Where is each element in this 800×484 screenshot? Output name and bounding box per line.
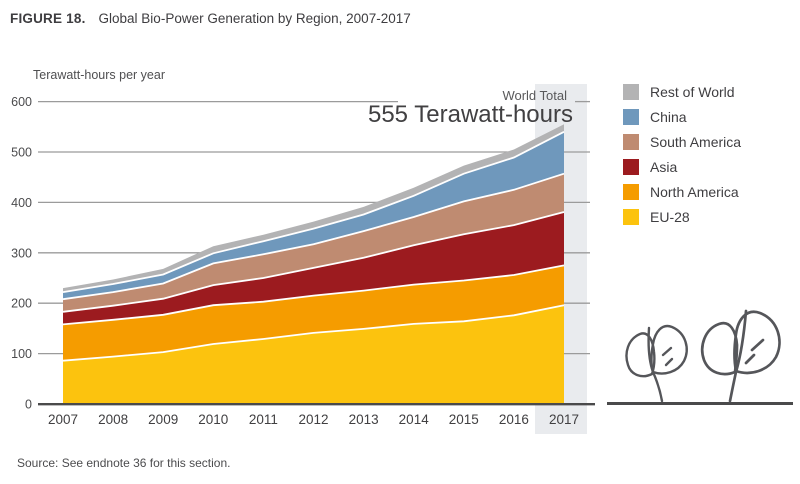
legend-item-north-america: North America (623, 184, 741, 200)
leaf-decoration (607, 309, 793, 405)
x-tick-label-2010: 2010 (198, 412, 228, 427)
legend: Rest of World China South America Asia North… (623, 84, 741, 234)
legend-swatch-china (623, 109, 639, 125)
x-tick-label-2008: 2008 (98, 412, 128, 427)
y-axis-unit-label: Terawatt-hours per year (33, 68, 166, 82)
world-total-value: 555 Terawatt-hours (367, 101, 573, 128)
x-tick-label-2009: 2009 (148, 412, 178, 427)
y-tick-label-600: 600 (11, 95, 32, 109)
world-total-label: World Total (502, 88, 567, 103)
x-tick-label-2014: 2014 (399, 412, 430, 427)
layer-separator-3 (62, 172, 565, 301)
layer-separator-0 (62, 304, 565, 362)
leaf-plant-small-icon (625, 324, 688, 403)
layer-separator-2 (62, 211, 565, 313)
legend-label-china: China (650, 109, 687, 125)
x-tick-label-2012: 2012 (298, 412, 328, 427)
leaf-plant-large-icon (700, 309, 781, 403)
legend-item-south-america: South America (623, 134, 741, 150)
y-tick-label-0: 0 (25, 398, 32, 412)
legend-swatch-south-america (623, 134, 639, 150)
area-south-america (63, 173, 564, 312)
y-tick-label-300: 300 (11, 246, 32, 260)
x-tick-label-2013: 2013 (349, 412, 379, 427)
y-tick-label-100: 100 (11, 347, 32, 361)
legend-item-asia: Asia (623, 159, 741, 175)
legend-item-eu-28: EU-28 (623, 209, 741, 225)
legend-item-china: China (623, 109, 741, 125)
legend-label-rest-of-world: Rest of World (650, 84, 735, 100)
y-tick-label-200: 200 (11, 297, 32, 311)
legend-swatch-asia (623, 159, 639, 175)
area-eu-28 (63, 305, 564, 404)
legend-swatch-rest-of-world (623, 84, 639, 100)
area-north-america (63, 265, 564, 361)
y-tick-label-500: 500 (11, 146, 32, 160)
legend-swatch-north-america (623, 184, 639, 200)
x-tick-label-2016: 2016 (499, 412, 529, 427)
layer-separator-4 (62, 130, 565, 293)
source-note: Source: See endnote 36 for this section. (17, 456, 231, 470)
legend-label-north-america: North America (650, 184, 739, 200)
x-tick-label-2017: 2017 (549, 412, 579, 427)
x-tick-label-2011: 2011 (249, 412, 278, 427)
figure-number: FIGURE 18. (10, 11, 86, 26)
y-tick-label-400: 400 (11, 196, 32, 210)
legend-item-rest-of-world: Rest of World (623, 84, 741, 100)
x-tick-label-2015: 2015 (449, 412, 479, 427)
legend-label-eu-28: EU-28 (650, 209, 690, 225)
legend-label-south-america: South America (650, 134, 742, 150)
layer-separator-1 (62, 264, 565, 326)
legend-swatch-eu-28 (623, 209, 639, 225)
x-tick-label-2007: 2007 (48, 412, 78, 427)
figure-header: FIGURE 18. Global Bio-Power Generation by… (10, 11, 411, 26)
figure-title: Global Bio-Power Generation by Region, 2… (98, 11, 411, 26)
legend-label-asia: Asia (650, 159, 678, 175)
